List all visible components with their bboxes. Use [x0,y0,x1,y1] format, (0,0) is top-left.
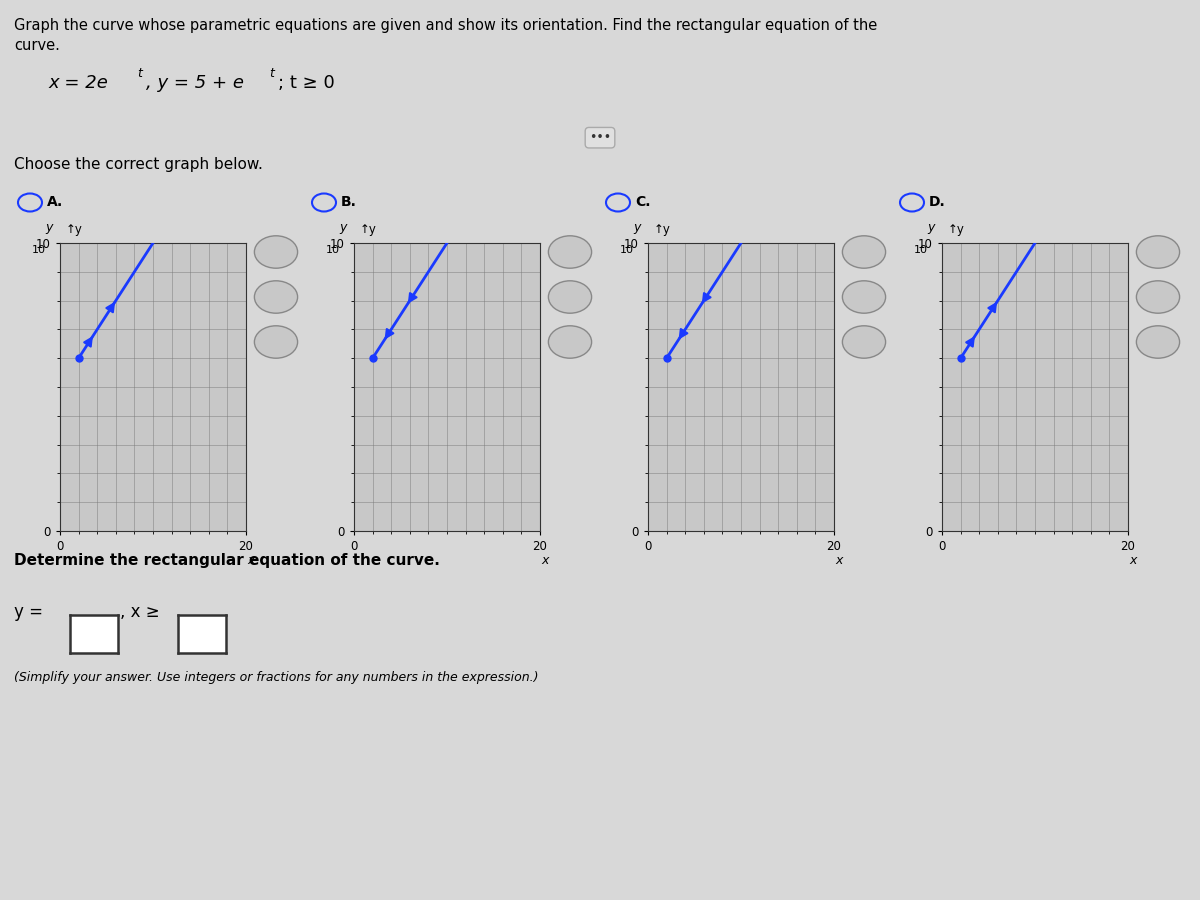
Text: +: + [564,245,576,259]
Text: y: y [46,221,53,234]
Text: 10: 10 [31,245,46,255]
Text: 10: 10 [913,245,928,255]
Text: D.: D. [929,195,946,210]
Text: −: − [563,288,577,306]
Text: 10: 10 [325,245,340,255]
Text: y: y [340,221,347,234]
Text: ↗: ↗ [270,335,282,349]
Text: ; t ≥ 0: ; t ≥ 0 [278,74,335,92]
Text: Choose the correct graph below.: Choose the correct graph below. [14,158,263,173]
Text: Graph the curve whose parametric equations are given and show its orientation. F: Graph the curve whose parametric equatio… [14,18,877,33]
Text: −: − [1151,288,1165,306]
Text: x = 2e: x = 2e [48,74,108,92]
Text: x: x [247,554,254,567]
Text: ↗: ↗ [858,335,870,349]
Text: , x ≥: , x ≥ [120,603,164,621]
Text: Determine the rectangular equation of the curve.: Determine the rectangular equation of th… [14,554,440,569]
Text: A.: A. [47,195,64,210]
Text: y: y [634,221,641,234]
Text: curve.: curve. [14,38,60,53]
Text: −: − [857,288,871,306]
Text: t: t [137,67,142,79]
Text: •••: ••• [589,131,611,144]
Text: x: x [835,554,842,567]
Text: −: − [269,288,283,306]
Text: , y = 5 + e: , y = 5 + e [146,74,245,92]
Text: ↑y: ↑y [948,223,965,236]
Text: +: + [270,245,282,259]
Text: x: x [541,554,548,567]
Text: ↑y: ↑y [360,223,377,236]
Text: B.: B. [341,195,356,210]
Text: ↗: ↗ [564,335,576,349]
Text: x: x [1129,554,1136,567]
Text: (Simplify your answer. Use integers or fractions for any numbers in the expressi: (Simplify your answer. Use integers or f… [14,670,539,683]
Text: +: + [1152,245,1164,259]
Text: t: t [269,67,274,79]
Text: y =: y = [14,603,49,621]
Text: y: y [928,221,935,234]
Text: ↑y: ↑y [654,223,671,236]
Text: ↗: ↗ [1152,335,1164,349]
Text: +: + [858,245,870,259]
Text: C.: C. [635,195,650,210]
Text: 10: 10 [619,245,634,255]
Text: ↑y: ↑y [66,223,83,236]
